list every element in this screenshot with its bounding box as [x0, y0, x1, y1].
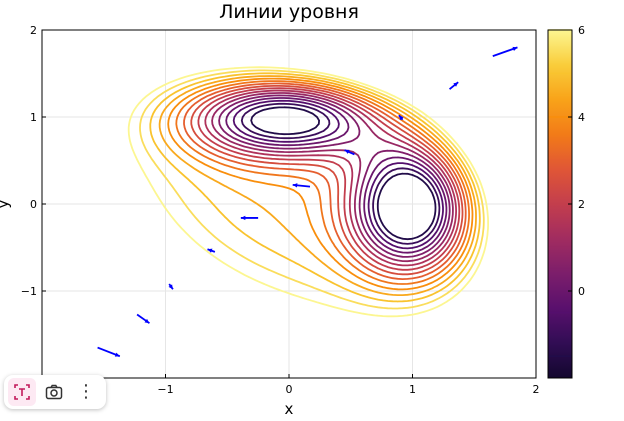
contour-level-line: [183, 82, 467, 280]
contour-level-line: [158, 75, 477, 296]
contour-level-line: [127, 66, 489, 318]
contour-level-line: [232, 99, 444, 250]
more-options-button[interactable]: ⋮: [72, 378, 100, 406]
gradient-arrows: [97, 46, 518, 358]
gradient-arrow: [136, 313, 150, 324]
y-tick-label: −1: [21, 285, 37, 298]
colorbar-tick-label: 2: [578, 198, 585, 211]
image-toolbar: ⋮: [4, 375, 106, 409]
x-axis-ticks: −1 0 1 2: [157, 374, 540, 396]
contour-level-line: [175, 80, 470, 285]
contour-level-line: [218, 94, 451, 258]
colorbar: 0 2 4 6: [547, 24, 585, 379]
gradient-arrow: [207, 248, 216, 253]
contour-level-line: [204, 89, 457, 267]
gradient-arrow: [292, 183, 311, 188]
gradient-arrow: [97, 346, 121, 358]
contour-level-line: [197, 87, 461, 271]
colorbar-tick-label: 4: [578, 111, 585, 124]
y-axis-label: y: [0, 199, 12, 208]
gradient-arrow: [240, 215, 259, 221]
gradient-arrow: [448, 81, 459, 90]
colorbar-tick-label: 6: [578, 24, 585, 37]
colorbar-tick-label: 0: [578, 285, 585, 298]
contour-level-line: [167, 77, 474, 291]
y-tick-label: 1: [30, 111, 37, 124]
x-tick-label: 2: [533, 383, 540, 396]
contour-level-line: [250, 106, 437, 241]
y-tick-label: 0: [30, 198, 37, 211]
y-axis-ticks: −1 0 1 2: [21, 24, 46, 298]
contour-level-line: [149, 72, 481, 303]
y-tick-label: 2: [30, 24, 37, 37]
camera-button[interactable]: [40, 378, 68, 406]
gradient-arrow: [492, 46, 518, 57]
text-recognition-icon: [14, 384, 30, 400]
contour-level-line: [240, 102, 441, 245]
contour-level-line: [211, 92, 454, 263]
contour-lines: [127, 66, 489, 318]
x-tick-label: 1: [409, 383, 416, 396]
contour-level-line: [190, 85, 464, 276]
camera-icon: [45, 384, 63, 400]
contour-level-line: [139, 69, 485, 310]
chart-title: Линии уровня: [219, 1, 359, 23]
contour-level-line: [225, 97, 448, 254]
gradient-arrow: [344, 149, 355, 156]
text-recognition-button[interactable]: [8, 378, 36, 406]
more-options-icon: ⋮: [77, 381, 95, 402]
x-axis-label: x: [285, 400, 294, 418]
gradient-arrow: [398, 114, 404, 121]
gradient-arrow: [168, 283, 174, 290]
x-tick-label: −1: [157, 383, 173, 396]
x-tick-label: 0: [286, 383, 293, 396]
